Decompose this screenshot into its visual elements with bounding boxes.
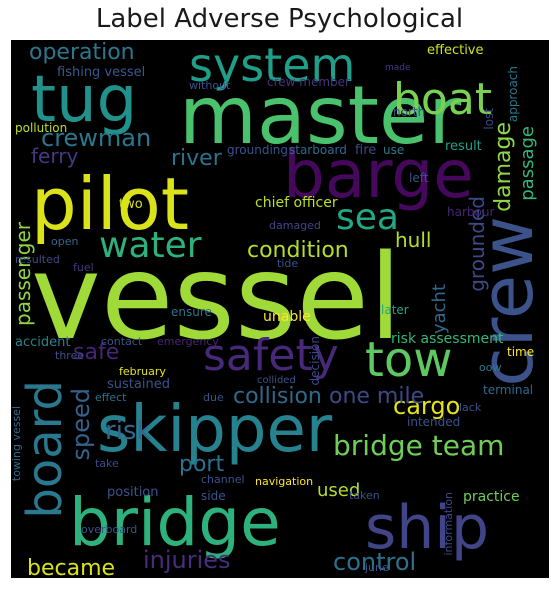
word-intended: intended xyxy=(407,415,461,429)
word-ship: ship xyxy=(365,493,490,563)
word-use: use xyxy=(383,143,405,157)
word-bridge-team: bridge team xyxy=(333,429,505,462)
word-hull: hull xyxy=(395,228,432,252)
word-lack: lack xyxy=(459,401,482,414)
word-became: became xyxy=(27,556,116,579)
word-position: position xyxy=(107,485,159,500)
word-damage: damage xyxy=(491,122,516,212)
word-terminal: terminal xyxy=(483,383,534,397)
word-cargo: cargo xyxy=(393,392,461,420)
word-taken: taken xyxy=(349,489,380,502)
word-condition: condition xyxy=(247,238,349,263)
word-speed: speed xyxy=(67,388,95,461)
word-side: side xyxy=(201,489,226,503)
word-sea: sea xyxy=(336,197,399,238)
word-crew-member: crew member xyxy=(267,75,350,89)
word-collided: collided xyxy=(257,375,296,386)
word-tide: tide xyxy=(277,257,299,270)
word-accident: accident xyxy=(15,335,71,350)
word-emergency: emergency xyxy=(157,335,219,348)
word-board: board xyxy=(17,380,73,519)
word-barge: barge xyxy=(283,136,474,213)
word-injuries: injuries xyxy=(143,546,231,574)
word-time: time xyxy=(507,345,535,359)
word-system: system xyxy=(189,40,356,92)
word-grounding: grounding xyxy=(227,143,289,157)
word-made: made xyxy=(385,63,411,73)
word-boat: boat xyxy=(393,74,493,125)
word-used: used xyxy=(317,480,361,501)
word-port: port xyxy=(179,452,225,477)
word-bridge: bridge xyxy=(69,484,281,561)
word-sustained: sustained xyxy=(107,377,170,392)
word-ferry: ferry xyxy=(31,144,79,168)
word-starboard: starboard xyxy=(289,143,347,157)
word-passage: passage xyxy=(517,126,538,201)
word-towing-vessel: towing vessel xyxy=(11,406,23,482)
word-tug: tug xyxy=(31,63,138,137)
word-unable: unable xyxy=(263,309,311,325)
word-channel: channel xyxy=(201,473,245,486)
word-three: three xyxy=(55,349,85,362)
word-risk: risk xyxy=(105,416,152,446)
word-result: result xyxy=(445,139,482,154)
word-collision: collision xyxy=(233,384,322,409)
word-river: river xyxy=(171,146,222,171)
word-crewman: crewman xyxy=(41,124,152,152)
word-fire: fire xyxy=(355,143,377,158)
word-resulted: resulted xyxy=(15,253,60,266)
word-risk-assessment: risk assessment xyxy=(391,331,504,347)
word-passenger: passenger xyxy=(11,222,35,326)
word-lost: lost xyxy=(482,108,496,130)
word-due: due xyxy=(203,391,224,404)
word-overboard: overboard xyxy=(81,523,138,536)
word-safe: safe xyxy=(73,340,120,365)
word-navigation: navigation xyxy=(255,475,314,488)
word-tow: tow xyxy=(365,332,453,388)
word-without: without xyxy=(189,79,231,92)
word-left: left xyxy=(409,171,429,185)
word-contact: contact xyxy=(101,335,143,348)
word-harbour: harbour xyxy=(447,205,495,219)
word-skipper: skipper xyxy=(97,393,333,467)
word-decision: decision xyxy=(308,336,322,386)
word-oow: oow xyxy=(479,361,502,374)
word-fishing-vessel: fishing vessel xyxy=(57,65,146,80)
word-take: take xyxy=(95,457,119,470)
word-ensure: ensure xyxy=(171,305,212,319)
word-information: information xyxy=(442,492,455,556)
word-june: june xyxy=(365,561,389,574)
word-yacht: yacht xyxy=(429,284,450,335)
word-master: master xyxy=(179,69,462,162)
word-one-mile: one mile xyxy=(329,384,425,409)
word-vessel: vessel xyxy=(31,228,402,366)
word-cloud: vessel master pilot barge crew bridge sh… xyxy=(11,40,549,578)
word-damaged: damaged xyxy=(269,219,321,232)
word-north: north xyxy=(393,105,426,119)
word-water: water xyxy=(99,225,202,266)
word-open: open xyxy=(51,235,79,248)
chart-title: Label Adverse Psychological xyxy=(95,4,464,34)
word-operation: operation xyxy=(29,40,135,65)
word-approach: approach xyxy=(506,66,520,123)
word-pollution: pollution xyxy=(15,121,68,135)
word-fuel: fuel xyxy=(73,261,94,274)
word-later: later xyxy=(381,303,409,317)
word-safety: safety xyxy=(203,330,339,381)
word-practice: practice xyxy=(463,489,520,505)
word-two: two xyxy=(119,197,143,212)
word-pilot: pilot xyxy=(31,162,189,246)
word-effective: effective xyxy=(427,43,484,58)
word-control: control xyxy=(333,548,417,576)
word-effect: effect xyxy=(95,391,127,404)
word-february: february xyxy=(119,365,166,378)
word-chief-officer: chief officer xyxy=(255,195,338,211)
